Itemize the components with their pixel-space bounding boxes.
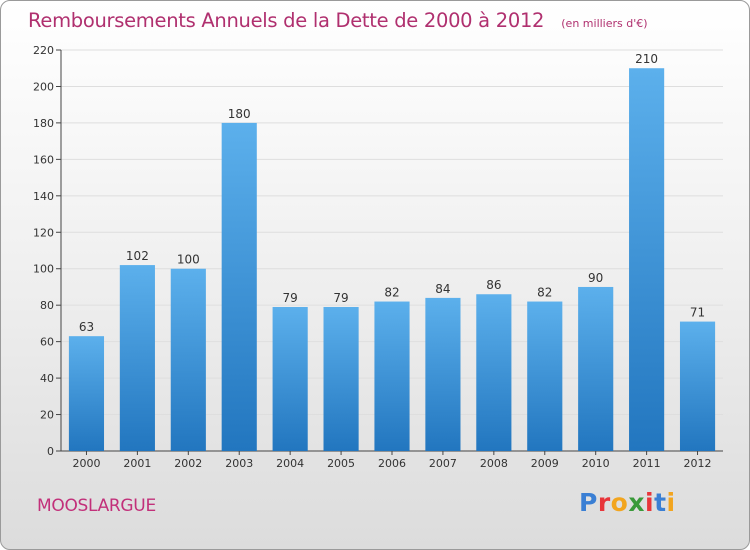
y-tick-label: 80 <box>40 299 54 312</box>
value-label: 79 <box>333 291 348 305</box>
value-label: 90 <box>588 271 603 285</box>
logo-letter: i <box>645 488 655 517</box>
commune-name: MOOSLARGUE <box>37 496 156 516</box>
bar-2009 <box>527 301 563 451</box>
y-tick-label: 20 <box>40 409 54 422</box>
x-tick-label: 2011 <box>633 457 661 470</box>
y-tick-label: 100 <box>33 263 54 276</box>
bar-2010 <box>578 286 614 451</box>
logo-letter: t <box>654 488 667 517</box>
value-label: 63 <box>79 320 94 334</box>
x-tick-label: 2004 <box>276 457 304 470</box>
y-tick-label: 40 <box>40 372 54 385</box>
bars <box>68 68 716 452</box>
x-tick-label: 2010 <box>582 457 610 470</box>
logo-letter: r <box>597 488 611 517</box>
x-tick-label: 2007 <box>429 457 457 470</box>
x-tick-label: 2005 <box>327 457 355 470</box>
value-label: 82 <box>384 286 399 300</box>
x-tick-label: 2006 <box>378 457 406 470</box>
y-tick-label: 0 <box>47 445 54 458</box>
bar-2004 <box>272 307 308 451</box>
x-tick-label: 2008 <box>480 457 508 470</box>
bar-2005 <box>323 307 359 451</box>
y-tick-label: 120 <box>33 226 54 239</box>
logo-letter: i <box>666 488 676 517</box>
x-tick-label: 2009 <box>531 457 559 470</box>
logo-letter: P <box>579 488 598 517</box>
x-tick-label: 2012 <box>684 457 712 470</box>
bar-2000 <box>68 336 105 451</box>
y-tick-label: 220 <box>33 44 54 57</box>
value-label: 86 <box>486 278 501 292</box>
bar-2011 <box>629 68 665 452</box>
proxiti-logo: Proxiti <box>579 488 676 517</box>
y-tick-label: 200 <box>33 80 54 93</box>
logo-letter: o <box>610 488 629 517</box>
bar-2001 <box>119 265 155 451</box>
value-label: 71 <box>690 306 705 320</box>
chart-title: Remboursements Annuels de la Dette de 20… <box>28 9 545 32</box>
y-tick-label: 60 <box>40 336 54 349</box>
bar-2006 <box>374 301 410 451</box>
value-label: 100 <box>177 253 200 267</box>
bar-2012 <box>679 321 716 451</box>
x-tick-label: 2003 <box>225 457 253 470</box>
chart-subtitle: (en milliers d'€) <box>561 17 648 30</box>
labels: 0 20 40 60 80 100 120 140 160 180 200 220 2000 63 2001… <box>33 44 712 470</box>
y-tick-label: 160 <box>33 153 54 166</box>
x-tick-label: 2002 <box>174 457 202 470</box>
y-tick-label: 140 <box>33 190 54 203</box>
x-tick-label: 2000 <box>72 457 100 470</box>
value-label: 79 <box>283 291 298 305</box>
bar-2003 <box>221 122 257 451</box>
value-label: 180 <box>228 107 251 121</box>
y-tick-label: 180 <box>33 117 54 130</box>
value-label: 210 <box>635 52 658 66</box>
logo-letter: x <box>628 488 645 517</box>
bar-2008 <box>476 294 512 451</box>
value-label: 102 <box>126 249 149 263</box>
x-tick-label: 2001 <box>123 457 151 470</box>
value-label: 82 <box>537 286 552 300</box>
value-label: 84 <box>435 282 450 296</box>
title-row: Remboursements Annuels de la Dette de 20… <box>28 9 648 32</box>
bar-2007 <box>425 297 461 451</box>
bar-2002 <box>170 268 206 451</box>
